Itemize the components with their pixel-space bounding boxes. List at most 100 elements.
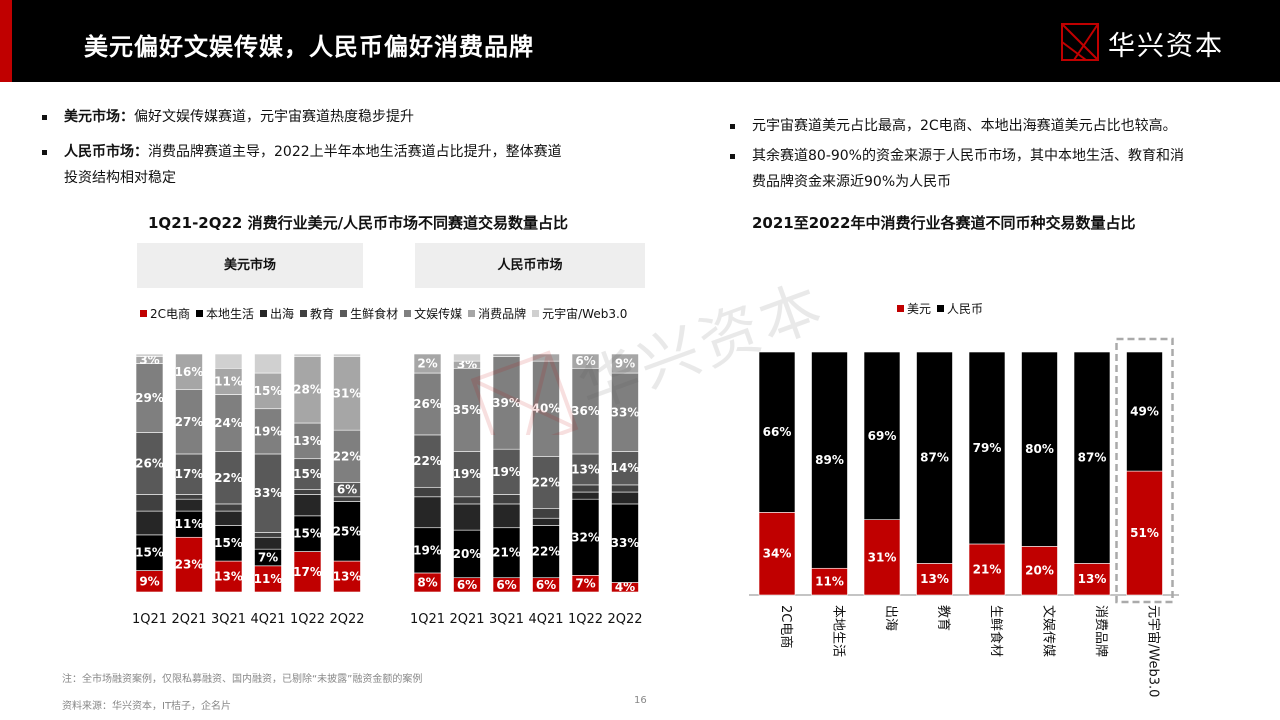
bullet-icon (42, 150, 47, 155)
legend-swatch (340, 310, 348, 317)
data-label: 11% (254, 572, 283, 586)
data-label: 26% (413, 397, 442, 411)
bar-segment (611, 503, 639, 583)
bar-segment (453, 451, 481, 498)
bar-segment (1073, 563, 1111, 596)
legend-item: 2C电商 (140, 305, 190, 322)
data-label: 6% (536, 578, 556, 592)
data-label: 11% (815, 575, 844, 589)
highlight-box (1115, 337, 1174, 604)
data-label: 13% (214, 570, 243, 584)
legend-label: 元宇宙/Web3.0 (542, 307, 628, 321)
bar-segment (413, 527, 442, 574)
bar-segment (1126, 470, 1163, 596)
bar-segment (532, 456, 560, 509)
legend-item: 元宇宙/Web3.0 (532, 305, 627, 322)
data-label: 28% (293, 383, 322, 397)
bullet-label: 美元市场 (64, 109, 120, 125)
x-tick-label: 1Q21 (410, 612, 445, 627)
bullet-icon (42, 115, 47, 120)
legend-item: 美元 (897, 300, 931, 317)
legend-swatch (260, 310, 268, 317)
bar-segment (293, 494, 322, 517)
x-tick-label: 2Q21 (171, 612, 206, 627)
bar-segment (254, 532, 282, 538)
bullet-label: 人民币市场 (64, 144, 134, 160)
bar-segment (863, 351, 901, 520)
data-label: 11% (175, 517, 204, 531)
data-label: 25% (333, 524, 362, 538)
data-label: 19% (413, 543, 442, 557)
data-label: 17% (293, 565, 322, 579)
data-label: 22% (214, 471, 243, 485)
bar-segment (968, 351, 1006, 545)
data-label: 16% (175, 365, 204, 379)
x-tick-label: 2Q22 (329, 612, 364, 627)
data-label: 20% (453, 547, 482, 561)
x-tick-label: 2Q22 (607, 612, 642, 627)
legend-label: 文娱传媒 (414, 307, 463, 321)
data-label: 87% (1078, 451, 1107, 465)
bar-segment (811, 351, 848, 569)
bar-segment (453, 353, 481, 362)
data-label: 29% (135, 391, 164, 405)
bar-segment (333, 501, 361, 562)
data-label: 6% (457, 578, 477, 592)
bar-segment (1021, 546, 1058, 596)
data-label: 26% (135, 456, 164, 470)
bullet-text: 元宇宙赛道美元占比最高，2C电商、本地出海赛道美元占比也较高。 (752, 118, 1177, 134)
data-label: 15% (214, 536, 243, 550)
bar-segment (175, 494, 203, 500)
bar-segment (293, 551, 322, 593)
data-label: 39% (492, 396, 521, 410)
x-tick-label: 文娱传媒 (1041, 605, 1056, 657)
data-label: 11% (214, 374, 243, 388)
bar-segment (611, 451, 639, 486)
legend-label: 2C电商 (150, 307, 191, 321)
bar-segment (611, 353, 639, 374)
bar-segment (1126, 351, 1163, 472)
bar-segment (333, 496, 361, 502)
legend-swatch (140, 310, 147, 317)
bar-segment (968, 543, 1006, 596)
bar-segment (413, 496, 442, 529)
legend-item: 出海 (260, 305, 294, 322)
x-tick-label: 1Q21 (132, 612, 167, 627)
bar-segment (532, 360, 560, 457)
bar-segment (492, 527, 521, 579)
x-tick-label: 3Q21 (211, 612, 246, 627)
bullet-text: 偏好文娱传媒赛道，元宇宙赛道热度稳步提升 (134, 109, 414, 125)
bar-segment (611, 484, 639, 493)
data-label: 79% (973, 441, 1002, 455)
bar-segment (492, 356, 521, 450)
bar-segment (175, 353, 203, 391)
data-label: 33% (254, 486, 283, 500)
bar-segment (492, 494, 521, 505)
data-label: 7% (258, 550, 278, 564)
data-label: 13% (920, 572, 949, 586)
legend-swatch (937, 305, 945, 312)
legend-swatch (300, 310, 308, 317)
bar-segment (214, 525, 243, 562)
bar-segment (175, 498, 203, 512)
data-label: 7% (575, 577, 595, 591)
bar-segment (413, 353, 442, 374)
bullet-sep: ： (134, 144, 148, 160)
bar-segment (135, 510, 164, 536)
footnote: 注：全市场融资案例，仅限私募融资、国内融资，已剔除“未披露”融资金额的案例 (62, 674, 423, 685)
bar-segment (811, 567, 848, 596)
bar-segment (532, 353, 560, 362)
left-stacked-bar-chart: 9%15%26%29%3%1Q2123%11%17%27%16%2Q2113%1… (132, 353, 643, 627)
bar-segment (758, 512, 796, 596)
right-chart-title: 2021至2022年中消费行业各赛道不同币种交易数量占比 (752, 214, 1136, 232)
bar-segment (492, 503, 521, 529)
bar-segment (453, 529, 481, 579)
bar-segment (1073, 351, 1111, 564)
legend-label: 出海 (270, 307, 295, 321)
x-tick-label: 2Q21 (449, 612, 484, 627)
bar-segment (293, 458, 322, 490)
data-label: 32% (571, 530, 600, 544)
bar-segment (333, 356, 361, 431)
data-label: 31% (868, 550, 897, 564)
data-label: 33% (611, 405, 640, 419)
